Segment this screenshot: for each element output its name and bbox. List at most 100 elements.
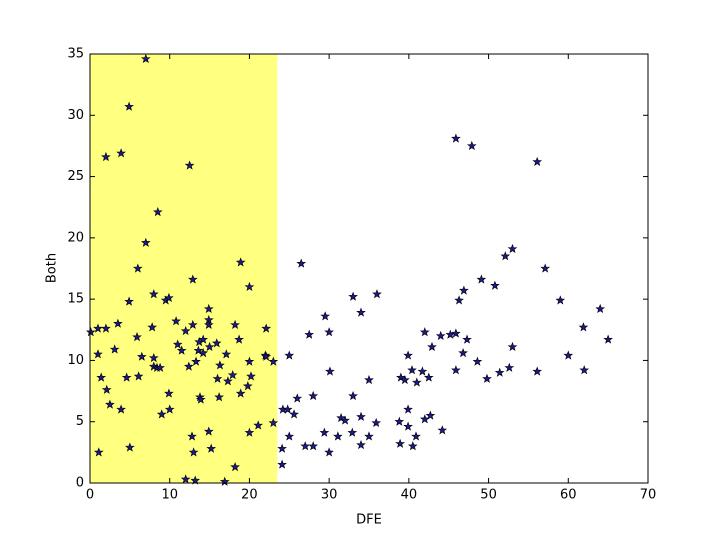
- scatter-point: [403, 404, 413, 414]
- scatter-point: [132, 332, 142, 342]
- scatter-point: [500, 251, 511, 261]
- x-tick-label: 30: [321, 488, 338, 503]
- y-tick-label: 0: [76, 476, 84, 491]
- scatter-point: [423, 372, 434, 382]
- scatter-point: [187, 319, 198, 330]
- scatter-point: [451, 328, 461, 338]
- scatter-point: [227, 370, 238, 380]
- scatter-point: [435, 330, 446, 341]
- scatter-point: [356, 307, 366, 317]
- scatter-point: [417, 366, 428, 376]
- scatter-point: [244, 281, 255, 292]
- scatter-point: [261, 351, 272, 361]
- scatter-point: [348, 291, 358, 301]
- scatter-point: [148, 289, 159, 299]
- scatter-point: [555, 295, 566, 305]
- scatter-point: [304, 329, 315, 339]
- scatter-point: [289, 409, 299, 419]
- x-tick-label: 50: [480, 488, 497, 503]
- scatter-point: [109, 344, 120, 354]
- x-tick-label: 40: [401, 488, 418, 503]
- scatter-point: [101, 323, 111, 333]
- scatter-point: [152, 207, 163, 217]
- scatter-point: [579, 365, 590, 375]
- scatter-point: [372, 289, 382, 299]
- scatter-point: [403, 421, 413, 431]
- scatter-point: [261, 323, 272, 333]
- scatter-point: [419, 414, 430, 424]
- scatter-point: [427, 341, 437, 351]
- scatter-point: [96, 372, 107, 382]
- y-tick-label: 25: [67, 169, 84, 184]
- scatter-point: [101, 384, 112, 394]
- scatter-point: [176, 345, 187, 355]
- scatter-point: [203, 303, 214, 313]
- scatter-point: [116, 148, 126, 158]
- scatter-point: [451, 365, 461, 375]
- scatter-point: [308, 441, 319, 451]
- scatter-point: [93, 447, 104, 457]
- scatter-point: [235, 388, 246, 398]
- y-tick-label: 30: [67, 108, 84, 123]
- scatter-point: [195, 394, 206, 404]
- scatter-point: [395, 438, 405, 448]
- scatter-point: [203, 426, 214, 436]
- scatter-point: [230, 319, 240, 330]
- scatter-point: [191, 356, 201, 366]
- scatter-point: [319, 427, 330, 437]
- scatter-point: [504, 362, 515, 372]
- scatter-point: [184, 160, 195, 170]
- scatter-point: [472, 356, 483, 366]
- y-tick-label: 20: [67, 230, 84, 245]
- scatter-point: [325, 366, 335, 376]
- scatter-point: [124, 101, 134, 111]
- scatter-point: [437, 425, 448, 435]
- scatter-point: [230, 462, 240, 472]
- scatter-point: [451, 133, 461, 143]
- y-tick-label: 15: [67, 292, 84, 307]
- scatter-point: [268, 356, 279, 366]
- scatter-point: [462, 334, 472, 344]
- scatter-point: [532, 156, 543, 167]
- scatter-point: [223, 376, 233, 386]
- highlight-span: [90, 54, 278, 483]
- scatter-point: [172, 339, 183, 349]
- scatter-point: [234, 334, 244, 344]
- scatter-point: [407, 365, 417, 375]
- scatter-point: [356, 411, 366, 421]
- scatter-point: [394, 416, 405, 426]
- scatter-point: [532, 366, 543, 376]
- scatter-point: [284, 350, 295, 360]
- scatter-point: [198, 334, 209, 344]
- scatter-point: [490, 280, 500, 290]
- scatter-point: [221, 349, 232, 359]
- scatter-point: [193, 345, 204, 355]
- scatter-point: [211, 338, 222, 348]
- scatter-point: [235, 257, 246, 267]
- scatter-point: [403, 350, 413, 360]
- scatter-point: [93, 323, 103, 333]
- scatter-point: [482, 373, 492, 383]
- scatter-point: [296, 258, 307, 268]
- scatter-point: [425, 410, 436, 420]
- scatter-point: [93, 349, 103, 359]
- scatter-point: [156, 409, 167, 419]
- scatter-point: [190, 475, 201, 485]
- scatter-point: [204, 341, 215, 352]
- scatter-point: [125, 442, 135, 452]
- scatter-point: [133, 371, 144, 381]
- scatter-point: [320, 311, 331, 321]
- scatter-point: [164, 292, 174, 302]
- scatter-point: [105, 399, 115, 409]
- scatter-point: [578, 322, 589, 332]
- scatter-point: [187, 431, 197, 441]
- scatter-point: [340, 415, 350, 425]
- scatter-point: [411, 377, 422, 387]
- x-tick-label: 0: [86, 488, 94, 503]
- scatter-point: [277, 443, 287, 453]
- scatter-point: [198, 348, 209, 358]
- scatter-point: [364, 431, 374, 441]
- scatter-point: [85, 327, 96, 337]
- scatter-point: [246, 371, 256, 381]
- scatter-point: [180, 474, 191, 484]
